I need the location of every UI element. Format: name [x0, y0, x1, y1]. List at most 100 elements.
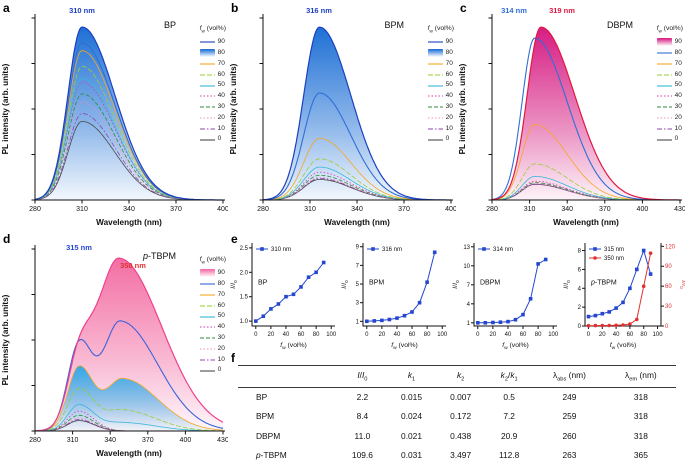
- y-tick-label: 2.5: [240, 246, 249, 252]
- legend-label: 0: [217, 366, 222, 374]
- legend-entry-90: 90: [656, 37, 683, 48]
- legend-label: 0: [445, 135, 450, 143]
- legend-label: 60: [217, 70, 225, 78]
- legend-line-swatch: [427, 138, 443, 141]
- legend-swatch: [656, 82, 672, 90]
- legend-entry-70: 70: [199, 290, 226, 301]
- legend-line-swatch: [199, 63, 215, 65]
- legend-line-swatch: [199, 305, 215, 307]
- value-cell: 259: [562, 411, 577, 422]
- value-cell: 318: [633, 430, 648, 441]
- legend-label: 30: [445, 102, 453, 110]
- table-row: BPM 8.4 0.024 0.172 7.2 259 318: [238, 407, 676, 426]
- compound-name-cell: DBPM: [256, 430, 281, 441]
- legend-entry-80: 80: [199, 279, 226, 290]
- legend-label: 20: [217, 344, 225, 352]
- legend-entry-0: 0: [656, 134, 683, 145]
- series-line-310 nm: [255, 262, 325, 322]
- legend-entry-10: 10: [656, 123, 683, 134]
- legend-line-swatch: [427, 85, 443, 87]
- data-marker: [614, 323, 618, 328]
- legend-gradient-swatch: [199, 269, 215, 278]
- legend-swatch: [199, 280, 215, 288]
- axes: [362, 243, 446, 327]
- legend-label: 30: [217, 102, 225, 110]
- legend-swatch: [656, 125, 672, 133]
- data-marker: [635, 317, 639, 322]
- legend-entry-60: 60: [427, 69, 454, 80]
- legend-line-swatch: [199, 337, 215, 339]
- legend-line-swatch: [199, 369, 215, 372]
- x-axis-label: Wavelength (nm): [324, 218, 390, 227]
- kinetics-plot-p-TBPM: 0 20 40 60 80 100 0 2 4 6 8 0 30 60 90 120 315 nm 350 nm p…: [561, 231, 685, 351]
- mini-legend-316 nm: 316 nm: [367, 247, 402, 253]
- legend-swatch: [199, 356, 215, 364]
- compound-label: p-TBPM: [590, 280, 617, 287]
- value-cell: 0.015: [401, 392, 422, 403]
- value-cell: 0.438: [450, 430, 472, 441]
- legend-swatch: [199, 136, 215, 144]
- legend-entry-70: 70: [656, 59, 683, 70]
- legend-line-swatch: [427, 41, 443, 43]
- legend-line-swatch: [199, 117, 215, 119]
- data-marker: [586, 323, 591, 328]
- data-marker: [498, 320, 503, 324]
- kinetics-svg-BP: 0 20 40 60 80 100 1.0 1.5 2.0 2.5 310 nm BP fw (vol%…: [230, 243, 337, 351]
- x-tick-label: 280: [29, 206, 41, 213]
- spectrum-curve-fw-90: [34, 26, 223, 201]
- x-axis-label: fw (vol%): [610, 342, 637, 351]
- legend-entry-10: 10: [427, 123, 454, 134]
- x-tick-label: 280: [29, 437, 41, 444]
- legend-label: 80: [445, 48, 453, 56]
- right-tick-label: 30: [665, 304, 672, 310]
- x-tick-label: 0: [476, 332, 480, 338]
- legend-label: 70: [217, 290, 225, 298]
- legend-entry-20: 20: [656, 113, 683, 124]
- legend-entry-40: 40: [427, 91, 454, 102]
- x-tick-label: 310: [76, 206, 88, 213]
- legend-entry-40: 40: [656, 91, 683, 102]
- legend-label: 0: [217, 135, 222, 143]
- legend-entry-90: 90: [199, 37, 226, 48]
- spectrum-curve-fw-40: [262, 171, 451, 201]
- x-tick-label: 20: [268, 332, 275, 338]
- legend-swatch: [656, 92, 672, 100]
- x-axis-label: fw (vol%): [502, 342, 529, 351]
- table-row: p-TBPM 109.6 0.031 3.497 112.8 263 365: [238, 445, 676, 462]
- legend-swatch: [199, 82, 215, 90]
- legend-entry-30: 30: [427, 102, 454, 113]
- data-marker: [410, 310, 414, 314]
- legend-entry-0: 0: [199, 365, 226, 376]
- x-tick-label: 60: [298, 332, 305, 338]
- x-axis-label: fw (vol%): [391, 342, 418, 351]
- kinetics-plot-BPM: 0 20 40 60 80 100 1 3 5 7 9 316 nm BPM fw (vol%) I/I0: [339, 231, 450, 351]
- x-tick-label: 0: [254, 332, 258, 338]
- legend-label: 40: [445, 92, 453, 100]
- compound-title: DBPM: [606, 20, 633, 30]
- column-header: I/I0: [337, 365, 387, 388]
- value-cell: 8.4: [356, 411, 369, 422]
- legend-swatch: [199, 334, 215, 342]
- peak-label: 315 nm: [66, 243, 92, 252]
- y-tick-label: 7: [467, 283, 471, 289]
- value-cell: 318: [633, 392, 648, 403]
- legend-line-swatch: [199, 294, 215, 296]
- legend-swatch: [427, 114, 443, 122]
- panel-label-c: c: [460, 1, 467, 15]
- x-axis-label: Wavelength (nm): [553, 218, 619, 227]
- data-marker: [513, 317, 518, 322]
- y-tick-label: 1: [467, 321, 471, 327]
- data-marker: [628, 286, 632, 291]
- value-cell: 260: [562, 430, 577, 441]
- data-marker: [321, 260, 326, 265]
- legend-line-swatch: [427, 95, 443, 97]
- data-marker: [600, 311, 605, 316]
- legend-label: 40: [217, 323, 225, 331]
- data-marker: [425, 280, 429, 284]
- svg-text:315 nm: 315 nm: [604, 247, 624, 253]
- legend: fw (vol%) 90 80 70 60 50 40 30 20 10 0: [199, 256, 226, 376]
- data-marker: [432, 250, 437, 255]
- legend-entry-10: 10: [199, 354, 226, 365]
- data-marker: [641, 248, 646, 253]
- right-tick-label: 120: [665, 244, 676, 250]
